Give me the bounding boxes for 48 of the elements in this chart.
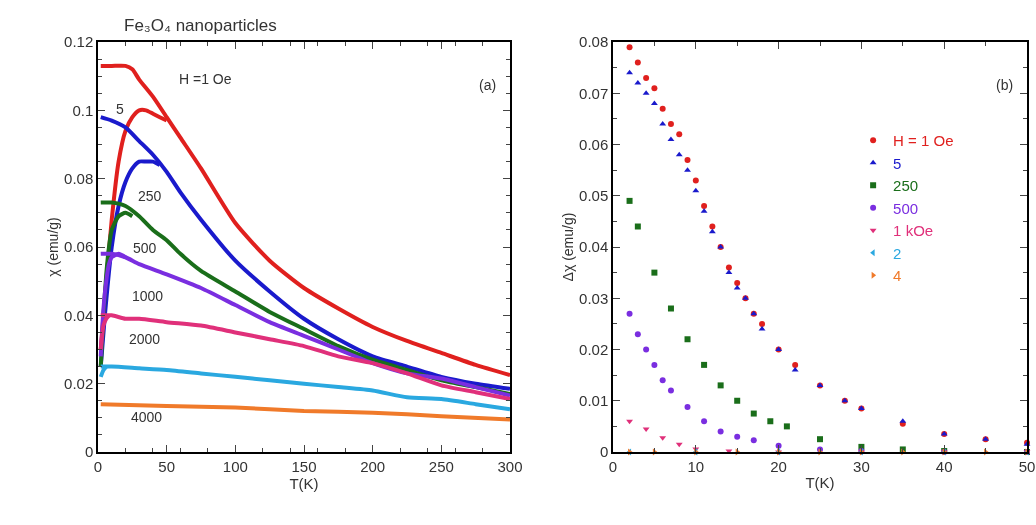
x-tick-label: 100 [222, 457, 248, 475]
y-tick-label: 0 [599, 443, 609, 461]
y-axis-title: Δχ (emu/g) [560, 212, 577, 282]
legend-label: 250 [893, 177, 919, 195]
y-tick-label: 0.02 [64, 374, 94, 392]
y-axis-title: χ (emu/g) [45, 217, 62, 277]
chart-title: Fe₃O₄ nanoparticles [124, 16, 277, 35]
y-tick-label: 0.05 [579, 187, 609, 204]
x-tick-label: 50 [1018, 457, 1036, 475]
legend-label: 5 [893, 154, 902, 172]
annotation: (a) [479, 77, 497, 93]
y-tick-label: 0 [84, 443, 94, 461]
annotation: 1000 [132, 288, 164, 304]
y-tick-label: 0.1 [72, 101, 94, 119]
x-tick-label: 40 [935, 457, 953, 475]
legend-label: 2 [893, 244, 902, 262]
x-tick-label: 300 [497, 457, 523, 475]
annotation: 250 [138, 188, 162, 204]
x-tick-label: 200 [360, 457, 386, 475]
annotation: 4000 [131, 409, 163, 425]
y-tick-label: 0.04 [64, 306, 94, 324]
x-tick-label: 10 [687, 457, 705, 475]
legend-label: 1 kOe [893, 222, 934, 240]
y-tick-label: 0.08 [579, 33, 609, 51]
legend-label: 4 [893, 267, 902, 285]
legend-label: 500 [893, 199, 919, 217]
y-tick-label: 0.06 [579, 135, 609, 153]
y-tick-label: 0.02 [579, 340, 609, 358]
y-tick-label: 0.08 [64, 169, 94, 187]
x-axis-title: T(K) [289, 474, 319, 492]
annotation: H =1 Oe [179, 71, 232, 87]
y-tick-label: 0.12 [64, 33, 94, 51]
y-tick-label: 0.04 [579, 238, 609, 256]
x-axis-title: T(K) [805, 474, 835, 492]
legend-label: H = 1 Oe [893, 132, 954, 150]
x-tick-label: 20 [770, 457, 787, 475]
annotation: 2000 [129, 331, 161, 347]
x-tick-label: 30 [853, 457, 870, 475]
annotation: (b) [996, 77, 1014, 93]
x-tick-label: 150 [291, 457, 317, 475]
y-tick-label: 0.03 [579, 289, 609, 307]
x-tick-label: 50 [158, 457, 176, 475]
annotation: 5 [116, 101, 124, 117]
y-tick-label: 0.01 [579, 392, 609, 409]
y-tick-label: 0.06 [64, 238, 94, 256]
annotation: 500 [133, 240, 157, 256]
x-tick-label: 250 [428, 457, 454, 475]
y-tick-label: 0.07 [579, 84, 609, 102]
